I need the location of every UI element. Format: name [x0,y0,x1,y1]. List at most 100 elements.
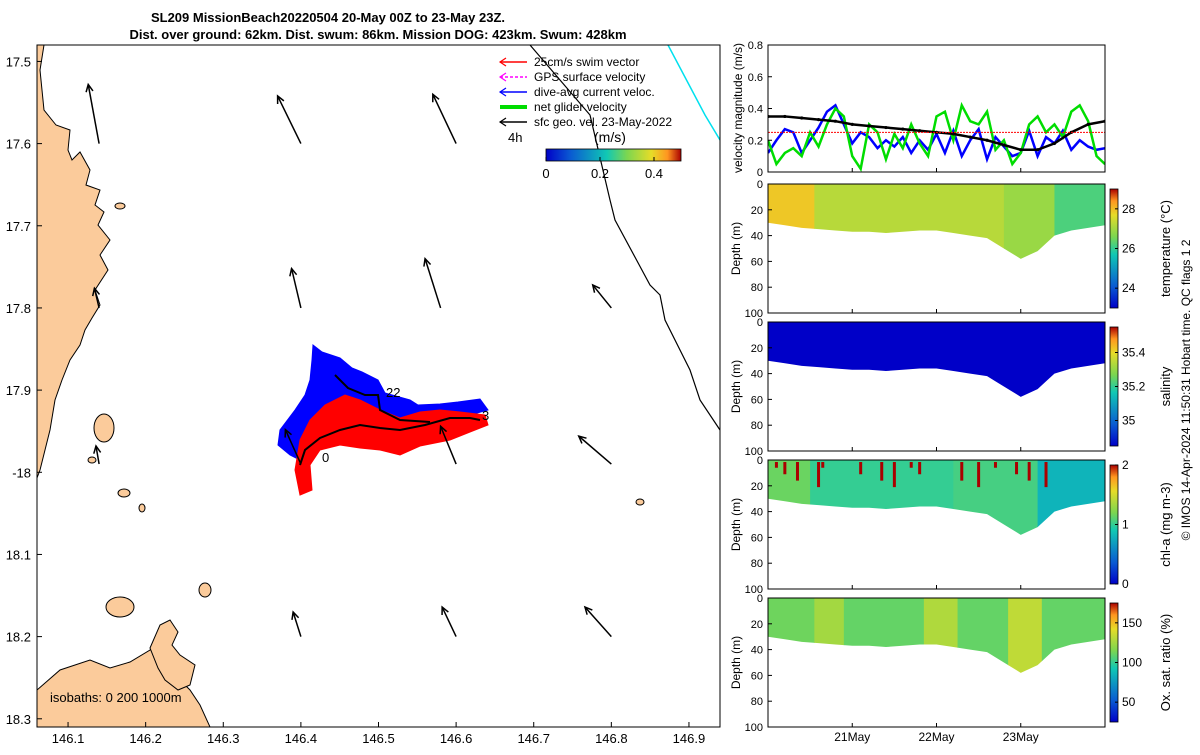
geo-vector [93,288,100,309]
heatmap-y-tick-label: 0 [757,455,763,467]
speed-point [901,127,905,131]
heatmap-y-tick-label: 40 [751,369,763,381]
speed-colorbar-tick-label: 0 [542,166,549,181]
map-y-tick-label: 18.1 [6,547,31,562]
heatmap-colorbar-label: salinity [1158,366,1173,406]
heatmap-colorbar-tick-label: 35.2 [1122,380,1146,394]
legend-arrowhead-gps [498,72,507,82]
heatmap-y-tick-label: 20 [751,619,763,631]
geo-vector-head [583,605,593,615]
heatmap-y-tick-label: 40 [751,645,763,657]
geo-vector [432,93,457,144]
geo-vector-head [439,424,448,435]
geo-vector-head [85,82,94,93]
speed-point [968,135,972,139]
map-x-tick-label: 146.4 [285,731,318,746]
map-y-tick-label: 18.2 [6,630,31,645]
speed-point [783,114,787,119]
heatmap-y-tick-label: 80 [751,282,763,294]
map-x-tick-label: 146.7 [517,731,550,746]
island-dunk [93,413,115,443]
velocity-y-tick-label: 0.6 [748,72,763,84]
heatmap-y-tick-label: 100 [745,308,763,320]
legend-arrowhead-current [498,87,507,97]
island-small-1 [114,202,126,210]
heatmap-y-tick-label: 100 [745,446,763,458]
geo-vector [584,606,612,638]
map-x-tick-label: 146.2 [129,731,162,746]
legend-label-gps: GPS surface velocity [534,70,645,84]
island-small-2 [117,488,131,498]
island-south-peninsula [149,619,196,691]
geo-vector-head [276,94,285,104]
heatmap-colorbar-tick-label: 50 [1122,695,1136,709]
legend-label-net: net glider velocity [534,100,627,114]
heatmap-y-tick-label: 80 [751,420,763,432]
speed-point [884,125,888,130]
map-y-tick-label: 18.3 [6,712,31,727]
geo-vector [439,425,457,465]
map-y-tick-label: 17.7 [6,219,31,234]
velocity-y-tick-label: 0.2 [748,135,763,147]
island-small-4 [105,596,135,618]
heatmap-panel-temperature: 0 20 40 60 80 100 Depth (m) 24 26 28 temperature (… [729,179,1173,320]
legend-arrowhead-geo [498,117,507,127]
geo-vector [592,284,612,309]
geo-vector [578,435,612,465]
geo-vector-head [423,256,432,267]
geo-vector-head [91,286,101,297]
heatmap-y-tick-label: 20 [751,343,763,355]
speed-colorbar-tick-label: 0.4 [645,166,663,181]
heatmap-y-tick-label: 80 [751,558,763,570]
geo-vector [276,95,302,144]
track-label-3: 3 [482,408,489,423]
velocity-panel: 0 0.2 0.4 0.6 0.8 velocity magnitude (m/s) [731,40,1106,179]
velocity-y-tick-label: 0.4 [748,104,763,116]
map-x-tick-label: 146.3 [207,731,240,746]
geo-vector [95,445,100,465]
velocity-y-tick-label: 0 [757,167,763,179]
map-y-tick-label: 17.6 [6,137,31,152]
heatmap-cell [1008,598,1043,673]
legend-label-current: dive-avg current veloc. [534,85,655,99]
legend-label-geo: sfc geo. vel. 23-May-2022 [534,115,672,129]
heatmap-x-tick-label: 22May [918,730,954,744]
speed-point [850,122,854,126]
heatmap-colorbar-tick-label: 26 [1122,242,1136,256]
heatmap-y-tick-label: 0 [757,179,763,191]
legend-arrowhead-swim [498,57,507,67]
heatmap-y-tick-label: 40 [751,231,763,243]
speed-point [800,116,804,120]
heatmap-y-tick-label: 80 [751,696,763,708]
speed-colorbar-tick-label: 0.2 [591,166,609,181]
cyan-track [667,45,720,141]
heatmap-colorbar-label: temperature (°C) [1158,200,1173,297]
heatmap-panel-salinity: 0 20 40 60 80 100 Depth (m) 35 35.2 35.4 salinity [729,317,1173,458]
title-line-2: Dist. over ground: 62km. Dist. swum: 86k… [129,27,626,42]
speed-point [833,119,838,123]
map-x-tick-label: 146.6 [440,731,473,746]
heatmap-ylabel: Depth (m) [729,360,743,413]
legend-label-swim: 25cm/s swim vector [534,55,639,69]
speed-point [867,124,871,128]
velocity-plot-area [768,45,1105,172]
heatmap-y-tick-label: 0 [757,317,763,329]
speed-point [1036,148,1040,152]
copyright-text: © IMOS 14-Apr-2024 11:50:31 Hobart time.… [1179,239,1193,540]
speed-point [1086,122,1090,126]
heatmap-panel-chl-a: 0 20 40 60 80 100 Depth (m) 0 1 2 chl-a (mg m-3) [729,455,1173,596]
heatmap-colorbar-tick-label: 24 [1122,281,1136,295]
geo-vector-head [591,283,601,293]
map-x-tick-label: 146.1 [52,731,85,746]
mainland-coast [37,45,111,479]
speed-point [951,132,955,136]
speed-point [816,118,821,122]
heatmap-y-tick-label: 20 [751,481,763,493]
speed-point [1019,148,1023,152]
map-legend: 25cm/s swim vector GPS surface velocity … [498,55,672,129]
heatmap-colorbar-tick-label: 100 [1122,656,1142,670]
speed-point [1002,143,1006,147]
heatmap-x-tick-label: 23May [1003,730,1039,744]
heatmap-colorbar-label: Ox. sat. ratio (%) [1158,614,1173,712]
